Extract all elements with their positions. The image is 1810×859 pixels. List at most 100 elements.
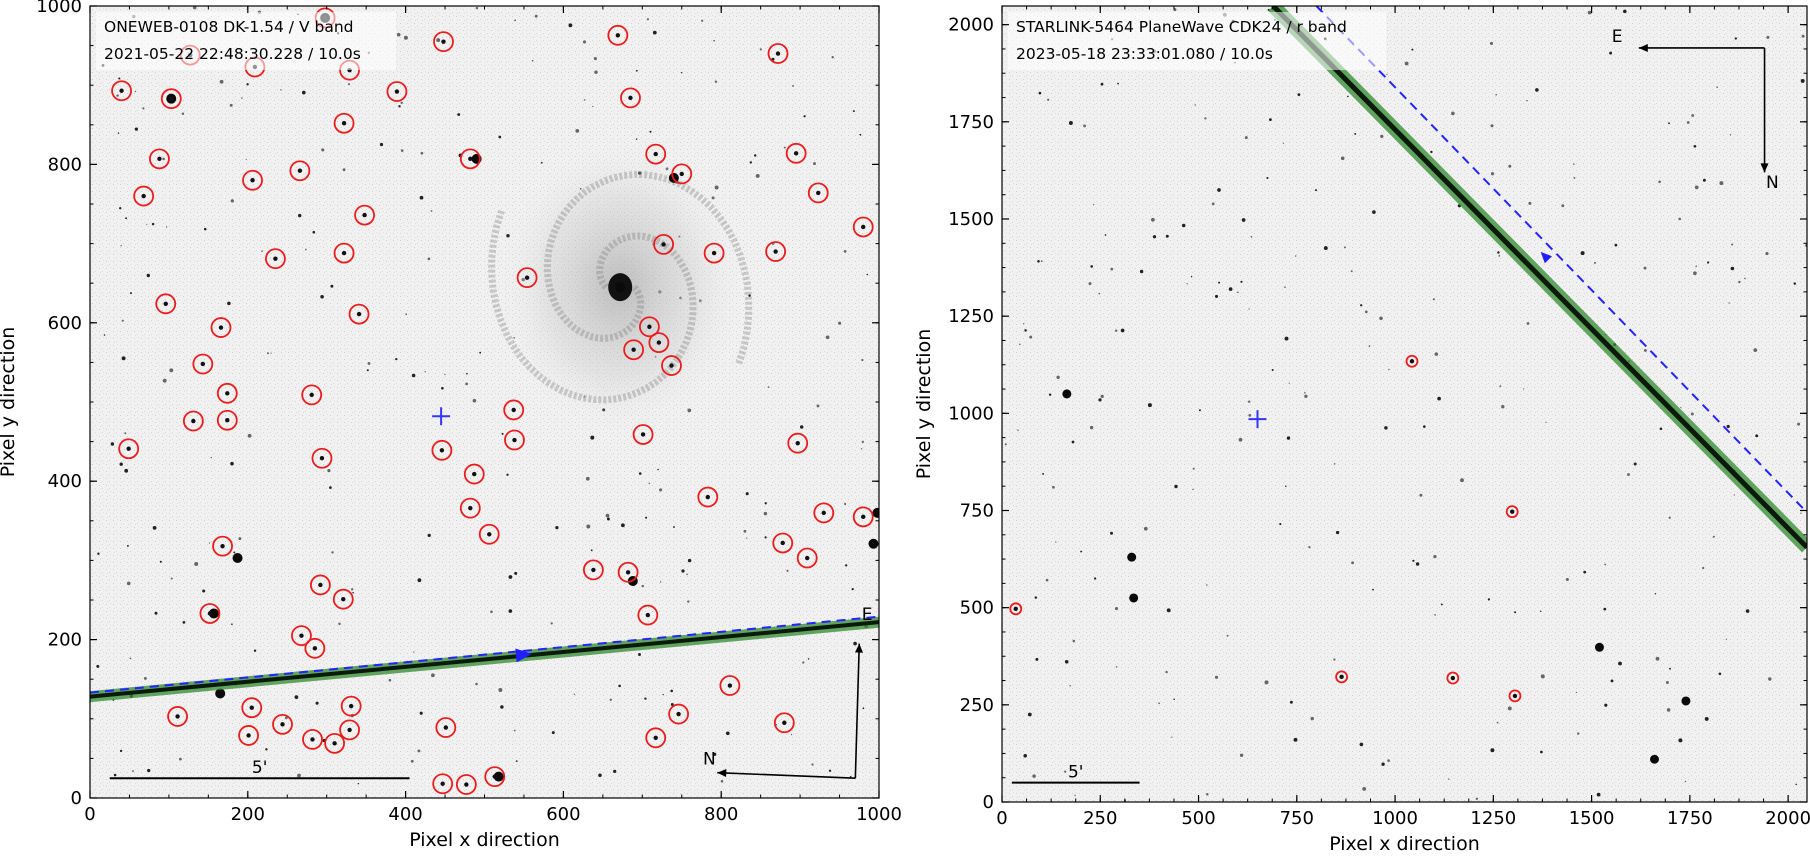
left-field-star bbox=[825, 335, 830, 340]
left-source-dot bbox=[207, 611, 213, 616]
left-field-star bbox=[203, 227, 207, 231]
left-field-star bbox=[550, 622, 553, 625]
left-field-star bbox=[618, 684, 621, 688]
left-field-star bbox=[606, 517, 610, 521]
left-source-circle bbox=[852, 216, 874, 238]
left-field-star bbox=[338, 622, 341, 626]
right-field-star bbox=[1285, 485, 1287, 487]
right-field-star bbox=[1368, 345, 1371, 347]
left-source-dot bbox=[225, 391, 230, 396]
right-field-star bbox=[1497, 251, 1500, 254]
right-field-star bbox=[1507, 706, 1512, 711]
left-source-dot bbox=[394, 89, 400, 94]
right-field-star bbox=[1577, 732, 1580, 735]
right-field-star bbox=[1284, 286, 1286, 289]
left-source-dot bbox=[362, 212, 367, 218]
right-xtick-label: 750 bbox=[1280, 808, 1314, 829]
right-field-star bbox=[1411, 48, 1414, 51]
left-source-dot bbox=[299, 633, 304, 638]
left-source-circle bbox=[796, 547, 818, 569]
left-field-star bbox=[860, 448, 863, 450]
left-source-circle bbox=[645, 727, 667, 749]
left-source-dot bbox=[676, 711, 681, 717]
right-field-star bbox=[1487, 598, 1491, 601]
left-source-circle bbox=[620, 87, 641, 109]
right-field-star bbox=[1024, 329, 1027, 332]
right-xtick-label: 2000 bbox=[1765, 808, 1810, 829]
right-field-star bbox=[1404, 61, 1409, 66]
right-field-star bbox=[1068, 121, 1073, 125]
right-field-star bbox=[1526, 322, 1530, 325]
left-source-dot bbox=[332, 741, 337, 746]
right-field-star bbox=[1540, 674, 1545, 679]
left-field-star bbox=[110, 442, 115, 446]
right-source-circle bbox=[1508, 689, 1522, 703]
left-field-star bbox=[238, 537, 242, 541]
left-field-star bbox=[298, 213, 302, 218]
right-field-star bbox=[1110, 267, 1114, 271]
left-source-dot bbox=[141, 193, 146, 199]
right-field-star bbox=[1654, 593, 1657, 595]
left-field-star bbox=[645, 516, 648, 519]
left-source-circle bbox=[623, 339, 645, 361]
left-field-star bbox=[181, 112, 185, 116]
left-field-star bbox=[411, 373, 416, 378]
right-field-star bbox=[1514, 611, 1517, 614]
left-field-star bbox=[803, 115, 806, 118]
right-ytick-label: 2000 bbox=[948, 15, 994, 36]
left-field-star bbox=[405, 313, 408, 316]
left-field-star bbox=[265, 748, 268, 751]
left-source-circle bbox=[645, 143, 667, 165]
right-field-star bbox=[1716, 86, 1718, 88]
left-source-circle bbox=[348, 303, 370, 325]
left-source-circle bbox=[242, 169, 263, 191]
left-field-star bbox=[748, 294, 751, 297]
left-ytick-label: 0 bbox=[71, 788, 82, 809]
right-xtick-label: 1000 bbox=[1372, 808, 1418, 829]
right-field-star bbox=[1610, 679, 1614, 683]
left-source-dot bbox=[821, 510, 826, 516]
right-ylabel: Pixel y direction bbox=[913, 329, 935, 480]
left-field-star bbox=[352, 591, 354, 594]
right-field-star bbox=[1583, 570, 1587, 574]
left-field-star bbox=[444, 373, 446, 376]
left-source-dot bbox=[468, 156, 473, 162]
left-bright-source bbox=[615, 282, 626, 293]
right-field-star bbox=[1627, 473, 1630, 476]
left-source-circle bbox=[773, 712, 795, 734]
right-field-star bbox=[1801, 34, 1805, 38]
right-field-star bbox=[1730, 266, 1735, 271]
right-field-star bbox=[1412, 559, 1415, 562]
right-field-star bbox=[1037, 260, 1040, 263]
left-source-dot bbox=[653, 735, 658, 741]
left-source-circle bbox=[192, 353, 214, 375]
left-source-circle bbox=[432, 773, 454, 795]
right-field-star bbox=[1707, 261, 1710, 264]
left-field-star bbox=[126, 581, 131, 586]
right-field-star bbox=[1489, 41, 1494, 45]
right-field-star bbox=[1753, 348, 1758, 352]
left-field-star bbox=[241, 97, 243, 99]
left-field-star bbox=[551, 731, 555, 735]
left-bright-source bbox=[208, 608, 219, 619]
right-bright-source bbox=[1681, 696, 1691, 706]
left-compass-e-label: E bbox=[862, 605, 873, 625]
left-field-star bbox=[233, 551, 236, 554]
right-field-star bbox=[1618, 661, 1622, 666]
left-field-star bbox=[441, 386, 444, 390]
right-field-star bbox=[1508, 164, 1512, 168]
left-field-star bbox=[813, 162, 816, 166]
left-field-star bbox=[329, 486, 332, 489]
left-field-star bbox=[124, 432, 127, 435]
right-field-star bbox=[1045, 578, 1049, 582]
left-field-star bbox=[280, 89, 282, 91]
left-source-dot bbox=[780, 540, 785, 546]
left-source-dot bbox=[341, 597, 346, 602]
left-source-circle bbox=[617, 561, 639, 583]
right-ytick-label: 750 bbox=[960, 500, 994, 521]
left-source-dot bbox=[805, 555, 810, 561]
left-ticks: 0 200 400 600 800 1000 0 200 400 600 800 1000 bbox=[36, 0, 902, 825]
left-field-star bbox=[844, 503, 847, 505]
right-compass-e-label: E bbox=[1612, 27, 1623, 47]
left-field-star bbox=[294, 695, 299, 699]
